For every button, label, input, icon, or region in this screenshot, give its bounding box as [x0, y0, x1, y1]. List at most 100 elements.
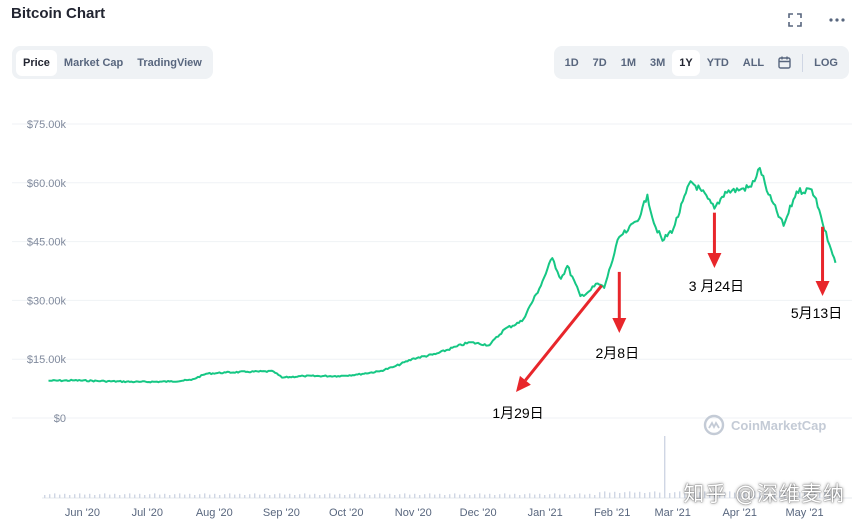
volume-bar — [509, 494, 511, 498]
volume-bar — [769, 493, 771, 498]
volume-bar — [714, 491, 716, 498]
volume-bar — [589, 493, 591, 498]
y-axis-ticks: $0 $15.00k $30.00k $45.00k $60.00k $75.00k — [27, 119, 67, 425]
annotation-arrow-jan29 — [516, 284, 603, 392]
volume-bar — [389, 493, 391, 498]
volume-bar — [249, 494, 251, 498]
range-7d[interactable]: 7D — [592, 56, 607, 69]
range-tab-group: 1D 7D 1M 3M 1Y YTD ALL LOG — [553, 46, 849, 79]
volume-bar — [519, 495, 521, 498]
range-all[interactable]: ALL — [742, 56, 765, 69]
annotation-label: 2月8日 — [596, 345, 640, 361]
volume-bar — [654, 491, 656, 498]
volume-bar — [529, 493, 531, 498]
watermark-logo-mark — [708, 421, 720, 430]
range-3m[interactable]: 3M — [650, 56, 666, 69]
volume-bar — [839, 491, 841, 498]
volume-bar — [469, 495, 471, 498]
volume-bar — [504, 493, 506, 498]
volume-bar — [829, 491, 831, 498]
volume-bar — [724, 492, 726, 498]
volume-bar — [234, 494, 236, 498]
volume-bar — [819, 493, 821, 498]
volume-bar — [154, 493, 156, 498]
volume-bar — [224, 494, 226, 498]
volume-bar — [779, 491, 781, 498]
x-tick-label: Sep '20 — [263, 507, 300, 519]
calendar-glyph — [778, 56, 791, 69]
volume-bar — [264, 493, 266, 498]
log-toggle[interactable]: LOG — [814, 56, 838, 69]
x-tick-label: Jul '20 — [132, 507, 163, 519]
volume-bar — [554, 493, 556, 498]
volume-bar — [759, 492, 761, 498]
annotation-arrow-feb8 — [612, 271, 627, 333]
volume-bar — [54, 493, 56, 498]
volume-bar — [354, 493, 356, 498]
volume-bar — [689, 491, 691, 498]
tab-price[interactable]: Price — [16, 49, 57, 76]
fullscreen-glyph — [788, 13, 802, 27]
volume-bar — [649, 492, 651, 498]
volume-bar — [199, 494, 201, 498]
volume-bar — [429, 493, 431, 498]
volume-bar — [494, 495, 496, 498]
x-tick-label: Jun '20 — [65, 507, 100, 519]
volume-bar — [674, 492, 676, 498]
more-icon[interactable] — [827, 10, 847, 30]
page-title: Bitcoin Chart — [11, 5, 106, 22]
volume-bar — [719, 493, 721, 498]
volume-bar — [384, 494, 386, 498]
volume-bar — [739, 491, 741, 498]
volume-bar — [514, 493, 516, 498]
volume-bar — [364, 493, 366, 498]
volume-bar — [614, 491, 616, 498]
volume-bar — [799, 492, 801, 498]
volume-bar — [639, 491, 641, 498]
volume-bar — [539, 493, 541, 498]
volume-bar — [239, 493, 241, 498]
volume-bar — [344, 495, 346, 498]
volume-bar — [584, 494, 586, 498]
fullscreen-icon[interactable] — [785, 10, 805, 30]
volume-bar — [669, 493, 671, 498]
volume-bar — [274, 494, 276, 498]
volume-bar — [324, 494, 326, 498]
volume-bar — [824, 492, 826, 498]
volume-bar — [439, 493, 441, 498]
range-1d[interactable]: 1D — [564, 56, 579, 69]
range-ytd[interactable]: YTD — [706, 56, 729, 69]
volume-bar — [549, 494, 551, 498]
volume-bar — [84, 494, 86, 498]
volume-bar — [399, 494, 401, 498]
volume-bar — [369, 495, 371, 498]
volume-bar — [254, 493, 256, 498]
volume-bar — [174, 494, 176, 498]
volume-bar — [134, 494, 136, 498]
volume-bar — [444, 495, 446, 498]
volume-bar — [194, 495, 196, 498]
volume-bar — [699, 492, 701, 498]
watermark-text: CoinMarketCap — [731, 418, 826, 433]
volume-bar — [334, 494, 336, 498]
volume-bar — [709, 492, 711, 498]
annotation-arrow-mar24 — [707, 212, 722, 268]
x-axis-ticks: Jun '20 Jul '20 Aug '20 Sep '20 Oct '20 Nov '… — [65, 507, 824, 519]
range-1y[interactable]: 1Y — [672, 49, 700, 76]
range-1m[interactable]: 1M — [620, 56, 637, 69]
calendar-icon[interactable] — [771, 50, 798, 76]
volume-bar — [484, 494, 486, 498]
volume-bar — [164, 493, 166, 498]
tab-tradingview[interactable]: TradingView — [137, 56, 202, 69]
arrow-head — [516, 375, 531, 392]
y-tick-label: $45.00k — [27, 237, 67, 249]
x-tick-label: Jan '21 — [528, 507, 563, 519]
volume-bar — [564, 493, 566, 498]
y-tick-label: $75.00k — [27, 119, 67, 131]
volume-bar — [99, 494, 101, 498]
x-tick-label: Mar '21 — [655, 507, 691, 519]
volume-bar — [754, 491, 756, 498]
tab-market-cap[interactable]: Market Cap — [63, 56, 124, 69]
volume-bar — [664, 436, 666, 498]
